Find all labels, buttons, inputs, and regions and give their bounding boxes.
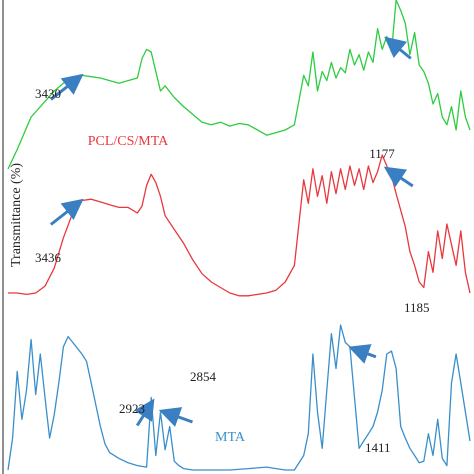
series-label-middle: PCL/CS/MTA xyxy=(88,134,169,149)
series-line-bottom xyxy=(7,324,471,471)
annotation-arrow-2854 xyxy=(158,407,194,427)
annotation-label-1411: 1411 xyxy=(365,440,391,455)
series-label-bottom: MTA xyxy=(215,430,246,445)
annotation-label-2923: 2923 xyxy=(119,401,145,416)
annotation-label-2854: 2854 xyxy=(190,369,217,384)
annotation-arrow-1411 xyxy=(348,344,377,364)
annotation-label-3430: 3430 xyxy=(35,86,61,101)
annotation-arrow-3430 xyxy=(49,73,84,101)
annotation-label-1185: 1185 xyxy=(404,300,430,315)
annotation-arrow-1185 xyxy=(383,166,414,188)
y-axis-label: Transmittance (%) xyxy=(9,163,24,267)
series-layer xyxy=(7,0,471,471)
annotation-layer: 3430 1177 3436 1185 2923 2854 1411 xyxy=(35,36,430,455)
annotation-arrow-2923 xyxy=(134,398,155,427)
series-label-layer: PCL/CS/MTA MTA xyxy=(88,134,246,445)
annotation-label-3436: 3436 xyxy=(35,250,62,265)
annotation-arrow-1177 xyxy=(384,36,412,60)
annotation-label-1177: 1177 xyxy=(369,146,395,161)
series-line-top xyxy=(7,0,471,170)
annotation-arrow-3436 xyxy=(49,198,84,226)
series-line-middle xyxy=(8,154,471,297)
